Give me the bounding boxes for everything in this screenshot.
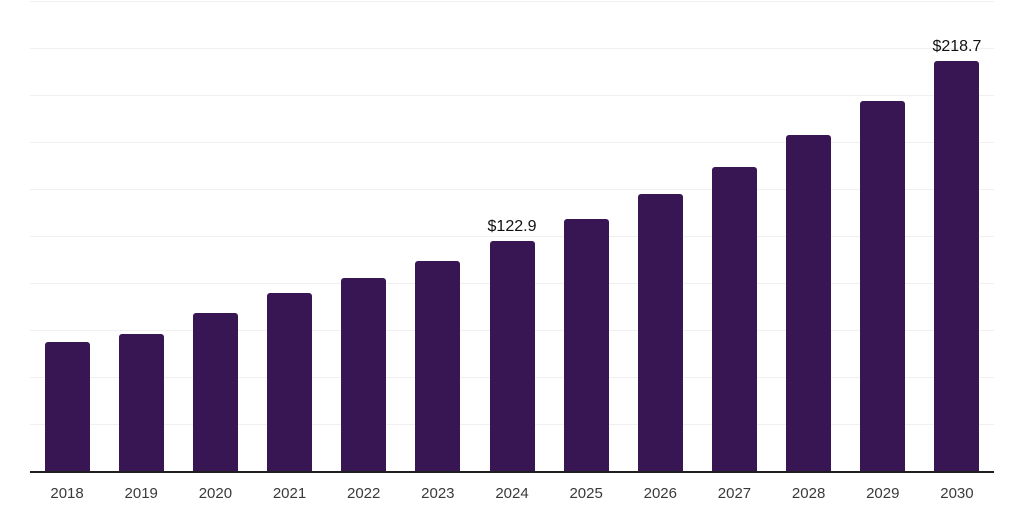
gridline-225 [30, 48, 994, 49]
x-tick-label-2028: 2028 [791, 485, 826, 502]
x-tick-label-2027: 2027 [717, 485, 752, 502]
bar-2019 [118, 333, 164, 472]
bar-2028 [786, 134, 832, 472]
bar-2029 [860, 101, 906, 472]
plot-area: $122.9 $218.7 [30, 1, 994, 473]
gridline-250 [30, 1, 994, 2]
bar-2023 [415, 260, 461, 472]
bar-2026 [637, 194, 683, 472]
bar-2021 [267, 293, 313, 472]
gridline-125 [30, 236, 994, 237]
x-tick-label-2030: 2030 [940, 485, 974, 502]
gridline-175 [30, 142, 994, 143]
bar-2020 [192, 312, 238, 472]
x-axis-line [30, 471, 994, 473]
bar-value-label-2030: $218.7 [932, 37, 982, 55]
x-tick-label-2021: 2021 [272, 485, 307, 502]
x-tick-label-2025: 2025 [569, 485, 603, 502]
bar-2024 [489, 240, 535, 472]
x-tick-label-2018: 2018 [50, 485, 84, 502]
x-tick-label-2020: 2020 [198, 485, 233, 502]
bar-2025 [563, 219, 609, 472]
bar-2018 [44, 341, 90, 472]
gridline-150 [30, 189, 994, 190]
x-tick-label-2024: 2024 [495, 485, 529, 502]
bar-2030 [934, 60, 980, 472]
x-tick-label-2019: 2019 [124, 485, 158, 502]
bar-2027 [711, 166, 757, 472]
x-tick-label-2026: 2026 [643, 485, 677, 502]
x-tick-label-2022: 2022 [347, 485, 381, 502]
x-tick-label-2023: 2023 [421, 485, 455, 502]
gridline-200 [30, 95, 994, 96]
bar-2022 [341, 277, 387, 472]
bar-value-label-2024: $122.9 [487, 217, 537, 235]
x-tick-label-2029: 2029 [866, 485, 900, 502]
